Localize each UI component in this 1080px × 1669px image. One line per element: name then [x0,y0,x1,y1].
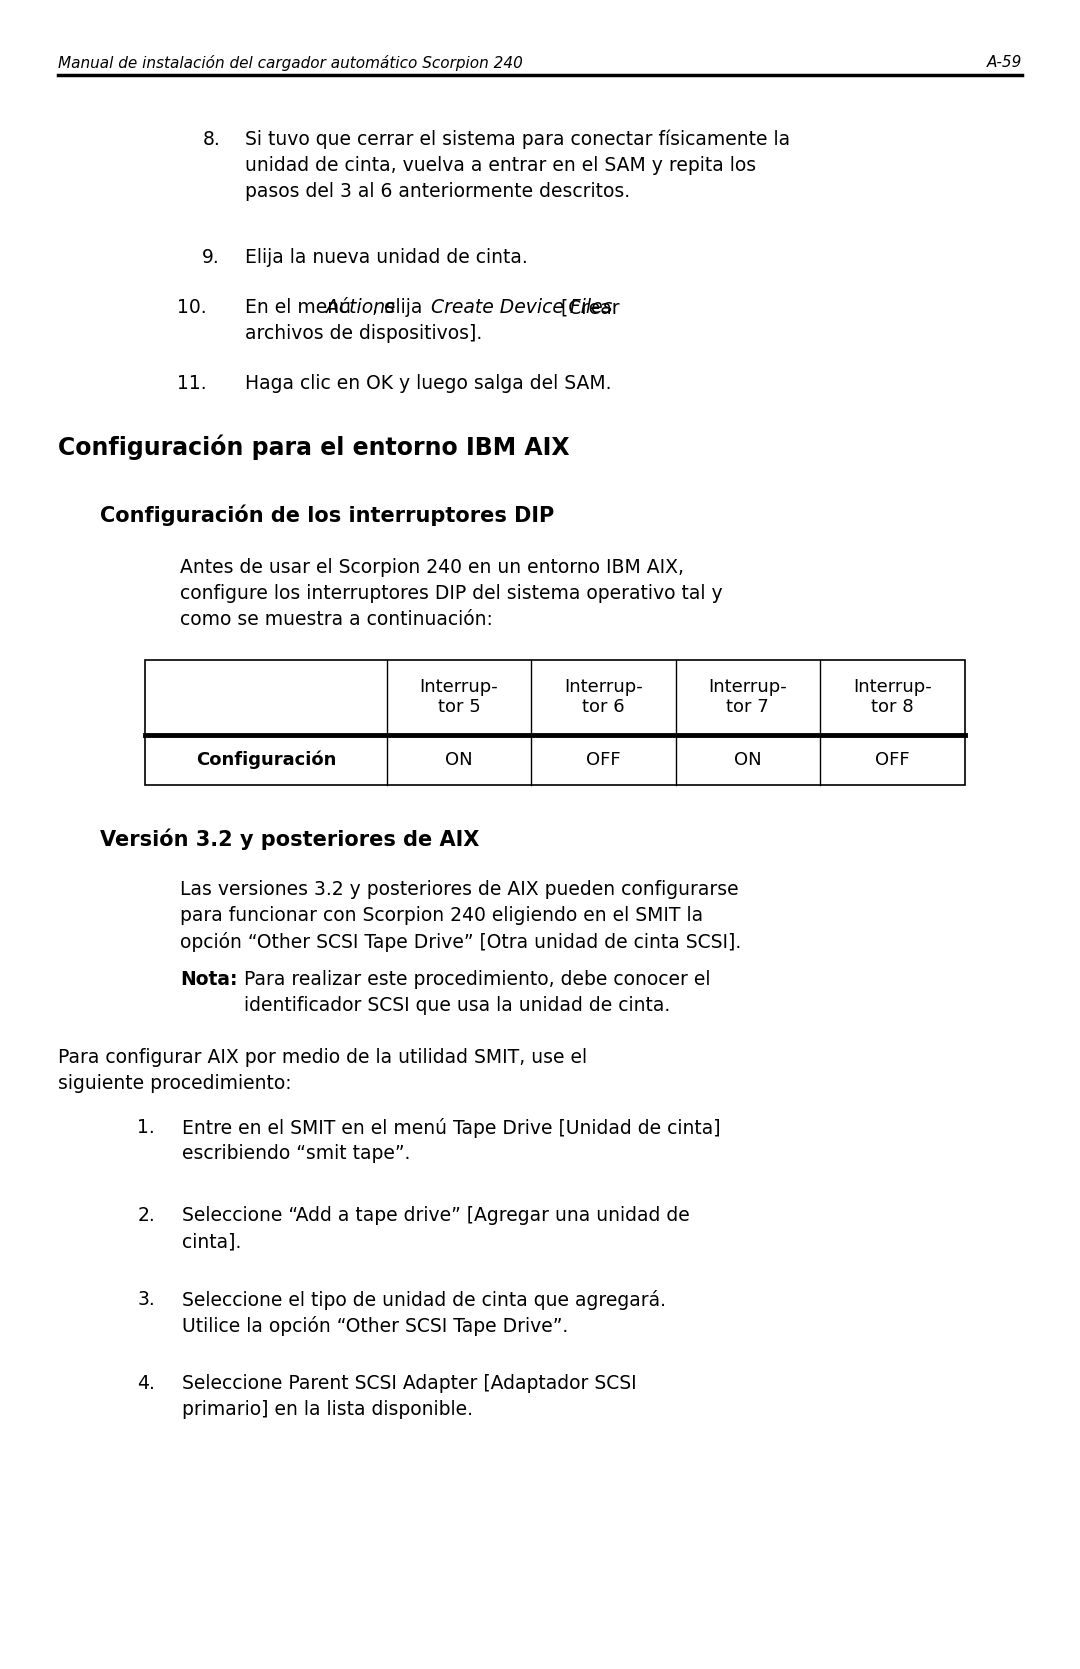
Text: tor 6: tor 6 [582,699,624,716]
Text: tor 7: tor 7 [727,699,769,716]
Text: tor 5: tor 5 [437,699,481,716]
Text: Si tuvo que cerrar el sistema para conectar físicamente la: Si tuvo que cerrar el sistema para conec… [245,130,791,150]
Text: Configuración de los interruptores DIP: Configuración de los interruptores DIP [100,504,554,526]
Text: Seleccione Parent SCSI Adapter [Adaptador SCSI: Seleccione Parent SCSI Adapter [Adaptado… [183,1374,636,1394]
Text: Seleccione el tipo de unidad de cinta que agregará.: Seleccione el tipo de unidad de cinta qu… [183,1290,666,1310]
Bar [145,659,966,784]
Text: Interrup-: Interrup- [853,679,932,696]
Text: OFF: OFF [586,751,621,769]
Text: 10.: 10. [177,299,207,317]
Text: Interrup-: Interrup- [708,679,787,696]
Text: 9.: 9. [202,249,220,267]
Text: A-59: A-59 [987,55,1022,70]
Text: opción “Other SCSI Tape Drive” [Otra unidad de cinta SCSI].: opción “Other SCSI Tape Drive” [Otra uni… [180,931,741,951]
Text: ON: ON [734,751,761,769]
Text: Versión 3.2 y posteriores de AIX: Versión 3.2 y posteriores de AIX [100,828,480,850]
Text: Actions: Actions [326,299,395,317]
Text: siguiente procedimiento:: siguiente procedimiento: [58,1073,292,1093]
Text: Utilice la opción “Other SCSI Tape Drive”.: Utilice la opción “Other SCSI Tape Drive… [183,1315,568,1335]
Text: Interrup-: Interrup- [420,679,499,696]
Text: Elija la nueva unidad de cinta.: Elija la nueva unidad de cinta. [245,249,528,267]
Text: Configuración para el entorno IBM AIX: Configuración para el entorno IBM AIX [58,436,569,461]
Text: Para realizar este procedimiento, debe conocer el: Para realizar este procedimiento, debe c… [244,970,711,990]
Text: archivos de dispositivos].: archivos de dispositivos]. [245,324,483,344]
Text: Las versiones 3.2 y posteriores de AIX pueden configurarse: Las versiones 3.2 y posteriores de AIX p… [180,880,739,900]
Text: Entre en el SMIT en el menú Tape Drive [Unidad de cinta]: Entre en el SMIT en el menú Tape Drive [… [183,1118,720,1138]
Text: Para configurar AIX por medio de la utilidad SMIT, use el: Para configurar AIX por medio de la util… [58,1048,588,1066]
Text: 8.: 8. [202,130,220,149]
Text: Antes de usar el Scorpion 240 en un entorno IBM AIX,: Antes de usar el Scorpion 240 en un ento… [180,557,684,577]
Text: tor 8: tor 8 [872,699,914,716]
Text: pasos del 3 al 6 anteriormente descritos.: pasos del 3 al 6 anteriormente descritos… [245,182,630,200]
Text: [Crear: [Crear [555,299,619,317]
Text: 3.: 3. [137,1290,156,1308]
Text: como se muestra a continuación:: como se muestra a continuación: [180,609,492,629]
Text: Configuración: Configuración [195,751,336,769]
Text: Create Device Files: Create Device Files [431,299,612,317]
Text: configure los interruptores DIP del sistema operativo tal y: configure los interruptores DIP del sist… [180,584,723,603]
Text: ON: ON [445,751,473,769]
Text: 1.: 1. [137,1118,156,1137]
Text: 11.: 11. [177,374,207,392]
Text: 2.: 2. [137,1207,156,1225]
Text: cinta].: cinta]. [183,1232,241,1252]
Text: para funcionar con Scorpion 240 eligiendo en el SMIT la: para funcionar con Scorpion 240 eligiend… [180,906,703,925]
Text: OFF: OFF [875,751,909,769]
Text: escribiendo “smit tape”.: escribiendo “smit tape”. [183,1143,410,1163]
Text: Nota:: Nota: [180,970,238,990]
Text: Haga clic en OK y luego salga del SAM.: Haga clic en OK y luego salga del SAM. [245,374,611,392]
Text: Manual de instalación del cargador automático Scorpion 240: Manual de instalación del cargador autom… [58,55,523,72]
Text: En el menú: En el menú [245,299,357,317]
Text: , elija: , elija [372,299,429,317]
Text: Interrup-: Interrup- [564,679,643,696]
Text: Seleccione “Add a tape drive” [Agregar una unidad de: Seleccione “Add a tape drive” [Agregar u… [183,1207,690,1225]
Text: identificador SCSI que usa la unidad de cinta.: identificador SCSI que usa la unidad de … [244,996,671,1015]
Text: unidad de cinta, vuelva a entrar en el SAM y repita los: unidad de cinta, vuelva a entrar en el S… [245,155,756,175]
Text: primario] en la lista disponible.: primario] en la lista disponible. [183,1400,473,1419]
Text: 4.: 4. [137,1374,156,1394]
